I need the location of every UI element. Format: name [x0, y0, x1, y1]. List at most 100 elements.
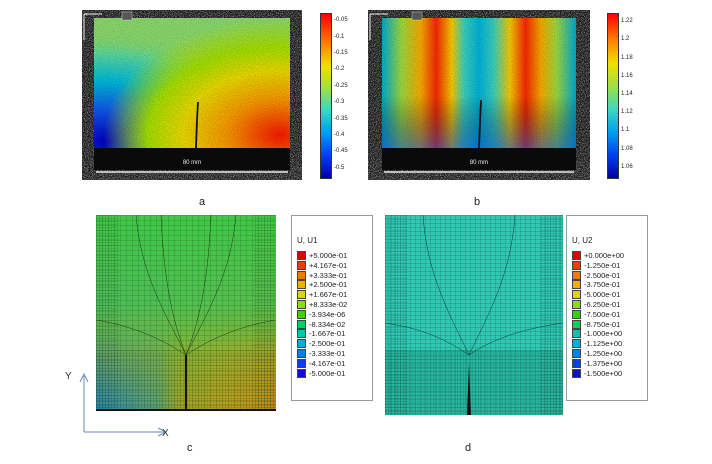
panel-d: U, U2 +0.000e+00 -1.250e-01 -2.500e-01 -3.7… — [370, 210, 712, 464]
legend-row: -3.750e-01 — [572, 280, 621, 290]
legend-swatch — [572, 368, 581, 378]
panel-b: 80 mm 1.22 1.2 1.18 1.16 1.14 1.12 1.1 1.08 1.06… — [0, 0, 712, 215]
colorbar-a-tick: -0.35 — [334, 115, 348, 122]
colorbar-a — [320, 13, 332, 179]
legend-row: -3.333e-01 — [297, 349, 345, 358]
legend-value: -8.334e-02 — [309, 319, 346, 329]
legend-swatch — [572, 329, 581, 339]
legend-value: -1.250e-01 — [584, 260, 621, 270]
colorbar-b — [607, 13, 619, 179]
legend-swatch — [297, 280, 306, 290]
colorbar-b-tick: 1.16 — [621, 72, 633, 79]
legend-row: +8.333e-02 — [297, 300, 347, 309]
legend-row: -1.250e-01 — [572, 260, 621, 270]
legend-value: -1.250e+00 — [584, 349, 623, 358]
legend-d: U, U2 +0.000e+00 -1.250e-01 -2.500e-01 -3.7… — [566, 215, 648, 401]
dic-field-a — [82, 10, 302, 180]
legend-row: -1.250e+00 — [572, 349, 622, 358]
legend-row: -1.375e+00 — [572, 358, 622, 368]
legend-row: -5.000e-01 — [297, 368, 345, 378]
legend-value: -7.500e-01 — [584, 309, 621, 319]
legend-row: -2.500e-01 — [297, 339, 346, 349]
legend-c: U, U1 +5.000e-01 +4.167e-01 +3.333e-01 +2.5… — [291, 215, 373, 401]
legend-swatch — [572, 319, 581, 329]
legend-value: +1.667e-01 — [309, 290, 348, 300]
panel-label-b: b — [474, 196, 481, 208]
y-axis-label: Y — [65, 371, 72, 382]
dic-image-b: 80 mm — [368, 10, 590, 180]
legend-title-d: U, U2 — [572, 236, 593, 245]
legend-row: -6.250e-01 — [572, 300, 620, 309]
legend-value: -1.667e-01 — [309, 329, 346, 339]
colorbar-a-tick: -0.45 — [334, 148, 348, 155]
legend-row: +2.500e-01 — [297, 280, 348, 290]
colorbar-a-tick: -0.3 — [334, 99, 345, 106]
legend-swatch — [572, 260, 581, 270]
colorbar-a-tick: -0.5 — [334, 164, 345, 171]
legend-swatch — [297, 290, 306, 300]
colorbar-a-tick: -0.05 — [334, 17, 348, 24]
legend-row: -7.500e-01 — [572, 309, 621, 319]
legend-swatch — [572, 339, 581, 349]
colorbar-b-tick: 1.18 — [621, 54, 633, 61]
legend-swatch — [572, 290, 581, 300]
legend-swatch — [572, 251, 581, 260]
legend-value: +2.500e-01 — [309, 280, 348, 290]
legend-swatch — [297, 368, 306, 378]
legend-swatch — [297, 251, 306, 260]
colorbar-b-tick: 1.2 — [621, 36, 630, 43]
legend-row: -4.167e-01 — [297, 358, 345, 368]
legend-row: -1.000e+00 — [572, 329, 622, 339]
legend-swatch — [297, 260, 306, 270]
legend-value: -3.750e-01 — [584, 280, 621, 290]
legend-value: -2.500e-01 — [584, 270, 621, 280]
legend-row: -5.000e-01 — [572, 290, 621, 300]
legend-swatch — [297, 319, 306, 329]
legend-swatch — [572, 309, 581, 319]
legend-swatch — [572, 300, 581, 309]
legend-row: +5.000e-01 — [297, 251, 347, 260]
legend-swatch — [297, 329, 306, 339]
legend-value: -1.500e+00 — [584, 368, 623, 378]
legend-value: +4.167e-01 — [309, 260, 348, 270]
x-axis-label: X — [162, 428, 169, 439]
colorbar-a-tick: -0.1 — [334, 33, 345, 40]
legend-row: -1.125e+00 — [572, 339, 622, 349]
colorbar-b-tick: 1.12 — [621, 109, 633, 116]
legend-swatch — [572, 270, 581, 280]
legend-row: -8.334e-02 — [297, 319, 346, 329]
legend-value: +3.333e-01 — [309, 270, 348, 280]
legend-value: -6.250e-01 — [584, 300, 621, 309]
panel-label-c: c — [187, 442, 193, 454]
legend-row: -3.934e-06 — [297, 309, 346, 319]
legend-swatch — [572, 280, 581, 290]
legend-row: -1.667e-01 — [297, 329, 346, 339]
panel-c: U, U1 +5.000e-01 +4.167e-01 +3.333e-01 +2.5… — [0, 210, 373, 464]
legend-value: -5.000e-01 — [584, 290, 621, 300]
dic-image-a: 80 mm — [82, 10, 302, 180]
legend-row: -2.500e-01 — [572, 270, 621, 280]
scale-label-b: 80 mm — [469, 160, 489, 166]
colorbar-b-tick: 1.06 — [621, 163, 633, 170]
legend-swatch — [297, 309, 306, 319]
legend-row: +3.333e-01 — [297, 270, 348, 280]
fe-mesh-d — [385, 215, 563, 415]
coordinate-axes — [79, 372, 168, 437]
colorbar-a-tick: -0.4 — [334, 132, 345, 138]
panel-label-a: a — [199, 196, 206, 208]
legend-value: -2.500e-01 — [309, 339, 346, 349]
legend-row: +1.667e-01 — [297, 290, 348, 300]
colorbar-b-tick: 1.08 — [621, 145, 633, 152]
legend-row: +0.000e+00 — [572, 251, 624, 260]
legend-value: -3.333e-01 — [309, 349, 346, 358]
legend-value: -3.934e-06 — [309, 309, 346, 319]
legend-value: +5.000e-01 — [309, 251, 348, 260]
legend-swatch — [297, 358, 306, 368]
legend-value: +0.000e+00 — [584, 251, 625, 260]
panel-a: 80 mm -0.05 -0.1 -0.15 -0.2 -0.25 -0.3 -0.35 -0… — [0, 0, 360, 215]
legend-swatch — [572, 349, 581, 358]
legend-row: -8.750e-01 — [572, 319, 620, 329]
colorbar-b-tick: 1.22 — [621, 18, 633, 25]
colorbar-a-tick: -0.15 — [334, 50, 348, 56]
colorbar-a-tick: -0.25 — [334, 82, 348, 89]
